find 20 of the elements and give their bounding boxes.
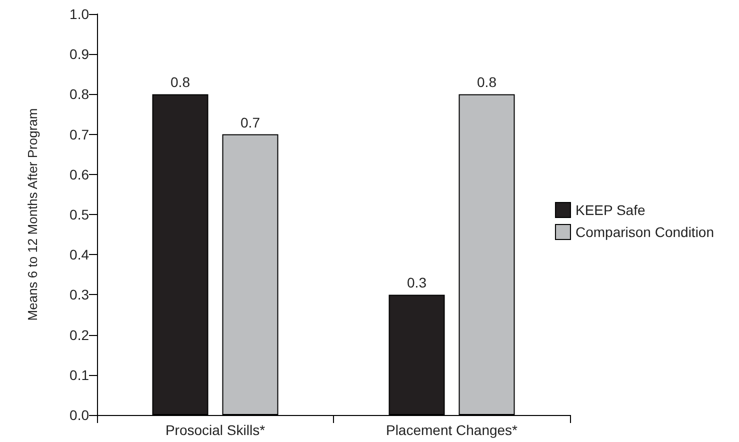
y-tick-label: 0.8 [70,86,90,102]
y-tick-label: 1.0 [70,6,90,22]
legend-label: Comparison Condition [575,224,714,240]
y-tick-label: 0.5 [70,206,90,222]
y-tick-label: 0.1 [70,366,90,383]
data-label: 0.3 [407,274,427,291]
y-tick-label: 0.4 [70,246,90,263]
y-tick-label: 0.9 [70,46,90,62]
x-tick-label: Placement Changes* [386,422,518,438]
data-label: 0.8 [477,74,497,90]
y-tick-label: 0.6 [70,166,90,182]
legend-label: KEEP Safe [575,202,646,218]
y-tick-label: 0.7 [70,126,90,142]
y-tick-label: 0.0 [70,407,90,423]
y-tick-label: 0.2 [70,326,90,343]
y-axis-title: Means 6 to 12 Months After Program [25,108,40,321]
y-tick-label: 0.3 [70,286,90,303]
data-label: 0.7 [240,114,260,130]
x-tick-label: Prosocial Skills* [165,422,266,438]
data-label: 0.8 [170,74,190,90]
